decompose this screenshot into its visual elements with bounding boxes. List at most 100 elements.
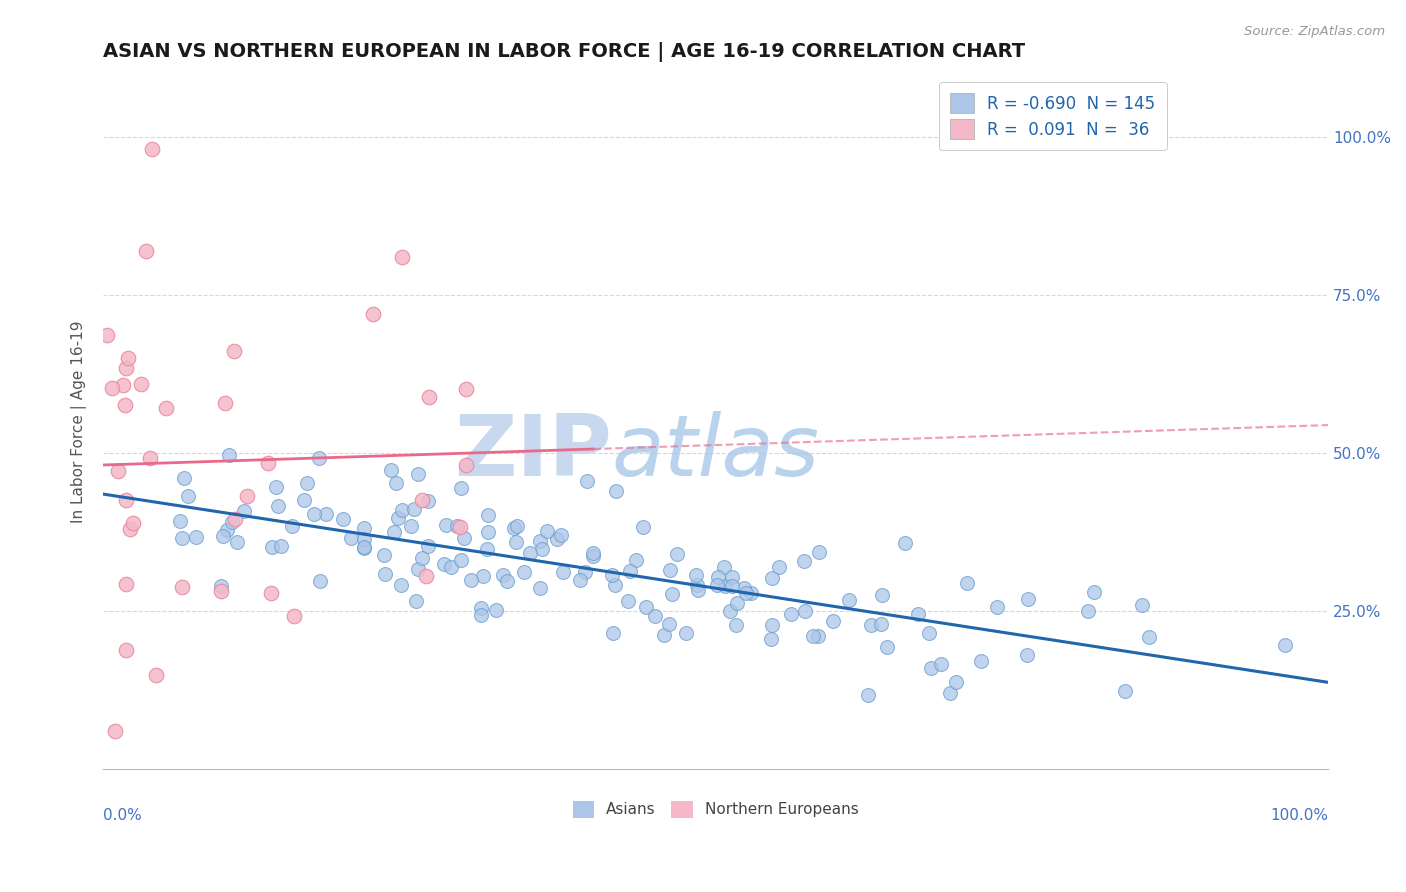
Point [876,640,898,654]
Point [450,481,472,495]
Point [107,464,129,478]
Point [450,553,472,567]
Point [666,547,689,561]
Point [713,560,735,574]
Point [382,524,405,539]
Point [945,675,967,690]
Point [353,532,375,546]
Text: ASIAN VS NORTHERN EUROPEAN IN LABOR FORCE | AGE 16-19 CORRELATION CHART: ASIAN VS NORTHERN EUROPEAN IN LABOR FORC… [103,42,1025,62]
Point [803,629,825,643]
Point [96,328,118,343]
Point [531,541,554,556]
Point [236,489,259,503]
Point [1274,638,1296,652]
Point [453,531,475,545]
Point [706,578,728,592]
Point [807,629,830,643]
Point [145,667,167,681]
Point [470,600,492,615]
Point [418,391,440,405]
Text: Source: ZipAtlas.com: Source: ZipAtlas.com [1244,25,1385,38]
Point [652,628,675,642]
Point [718,604,741,618]
Point [399,518,422,533]
Point [821,614,844,628]
Point [733,581,755,595]
Point [104,724,127,739]
Point [217,523,239,537]
Point [721,579,744,593]
Point [101,381,124,395]
Point [292,492,315,507]
Point [513,565,536,579]
Point [768,560,790,574]
Point [264,480,287,494]
Point [260,586,283,600]
Point [380,463,402,477]
Point [270,539,292,553]
Point [605,484,627,499]
Text: 0.0%: 0.0% [103,807,142,822]
Point [553,565,575,579]
Point [226,534,249,549]
Point [172,532,194,546]
Y-axis label: In Labor Force | Age 16-19: In Labor Force | Age 16-19 [72,320,87,523]
Point [411,493,433,508]
Point [529,534,551,549]
Point [256,456,278,470]
Point [454,382,477,396]
Point [475,541,498,556]
Point [477,508,499,522]
Point [491,568,513,582]
Point [1077,604,1099,618]
Point [308,450,330,465]
Point [793,554,815,568]
Point [416,539,439,553]
Point [184,530,207,544]
Point [477,524,499,539]
Point [546,533,568,547]
Point [740,586,762,600]
Text: ZIP: ZIP [454,411,612,494]
Point [283,608,305,623]
Point [111,377,134,392]
Point [661,586,683,600]
Point [280,518,302,533]
Point [454,458,477,473]
Point [634,599,657,614]
Point [309,574,332,589]
Point [405,594,427,608]
Point [603,578,626,592]
Point [176,489,198,503]
Point [1017,648,1039,662]
Point [115,493,138,508]
Point [391,250,413,264]
Point [872,588,894,602]
Point [118,522,141,536]
Point [1017,592,1039,607]
Point [686,578,709,592]
Point [385,476,408,491]
Point [838,593,860,607]
Point [332,511,354,525]
Point [315,507,337,521]
Point [374,566,396,581]
Point [224,511,246,525]
Point [353,541,375,556]
Point [568,573,591,587]
Point [353,540,375,554]
Point [411,551,433,566]
Point [114,576,136,591]
Point [440,560,463,574]
Point [502,521,524,535]
Point [387,511,409,525]
Point [446,519,468,533]
Point [675,625,697,640]
Point [725,618,748,632]
Point [529,582,551,596]
Point [893,536,915,550]
Point [725,596,748,610]
Point [260,540,283,554]
Point [353,521,375,535]
Point [918,626,941,640]
